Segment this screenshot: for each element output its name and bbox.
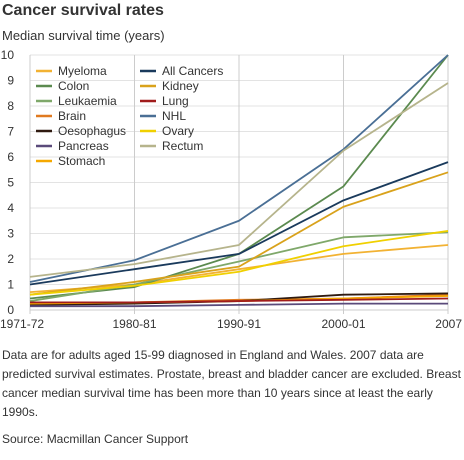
legend-label: Lung (162, 94, 189, 108)
x-tick-label: 2000-01 (321, 317, 365, 331)
x-tick-labels: 1971-72 1980-81 1990-91 2000-01 2007 (0, 317, 462, 331)
legend-label: Myeloma (58, 64, 107, 78)
source-credit: Source: Macmillan Cancer Support (2, 432, 189, 446)
legend-label: Kidney (162, 79, 199, 93)
y-tick-label: 1 (7, 278, 14, 292)
series-line-ovary (29, 230, 449, 296)
x-tick-label: 1980-81 (112, 317, 156, 331)
legend-label: Leukaemia (58, 94, 117, 108)
x-tick-label: 1971-72 (0, 317, 44, 331)
grid-lines (29, 54, 449, 314)
series-line-lung (30, 297, 449, 304)
legend-label: Pancreas (58, 139, 109, 153)
y-tick-label: 8 (7, 99, 14, 113)
y-tick-label: 4 (7, 201, 14, 215)
legend: MyelomaColonLeukaemiaBrainOesophagusPanc… (36, 64, 223, 168)
x-tick-label: 1990-91 (217, 317, 261, 331)
legend-label: All Cancers (162, 64, 223, 78)
y-tick-label: 10 (1, 48, 15, 62)
series-line-kidney (29, 171, 449, 296)
series-line-pancreas (30, 302, 448, 308)
line-chart: 0 1 2 3 4 5 6 7 8 9 10 1971-72 1980-81 1990-91 2000-0… (0, 48, 462, 331)
series-line-rectum (29, 82, 449, 278)
legend-label: Oesophagus (58, 124, 126, 138)
y-tick-label: 0 (7, 303, 14, 317)
y-tick-label: 6 (7, 150, 14, 164)
series-line-all-cancers (29, 161, 449, 286)
y-tick-labels: 0 1 2 3 4 5 6 7 8 9 10 (1, 48, 15, 317)
legend-label: Colon (58, 79, 89, 93)
legend-label: Ovary (162, 124, 194, 138)
y-tick-label: 5 (7, 176, 14, 190)
series-line-leukaemia (29, 231, 449, 302)
x-tick-label: 2007 (435, 317, 462, 331)
y-axis-title: Median survival time (years) (2, 28, 165, 43)
y-tick-label: 3 (7, 227, 14, 241)
legend-label: Rectum (162, 139, 203, 153)
y-tick-label: 9 (7, 74, 14, 88)
legend-label: NHL (162, 109, 186, 123)
series-lines (29, 54, 449, 308)
y-tick-label: 7 (7, 125, 14, 139)
legend-label: Stomach (58, 154, 105, 168)
y-tick-label: 2 (7, 252, 14, 266)
chart-title: Cancer survival rates (2, 2, 164, 19)
legend-label: Brain (58, 109, 86, 123)
footnote: Data are for adults aged 15-99 diagnosed… (2, 348, 461, 419)
